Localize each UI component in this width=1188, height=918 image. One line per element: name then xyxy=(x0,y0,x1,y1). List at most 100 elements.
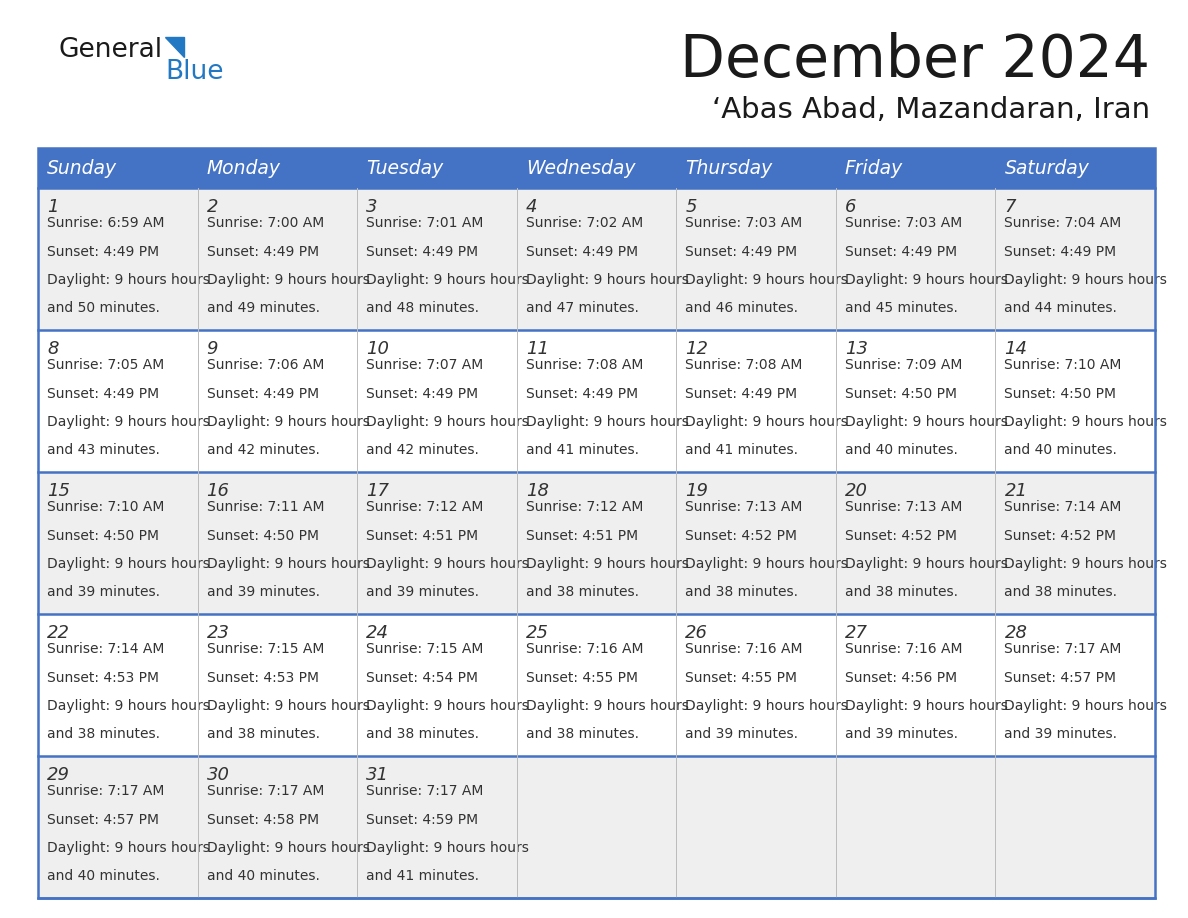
Bar xyxy=(38,188,197,330)
Bar xyxy=(517,614,676,756)
Text: Sunrise: 7:13 AM: Sunrise: 7:13 AM xyxy=(685,500,803,514)
Text: Wednesday: Wednesday xyxy=(526,159,636,177)
Text: and 39 minutes.: and 39 minutes. xyxy=(207,586,320,599)
Text: Sunset: 4:49 PM: Sunset: 4:49 PM xyxy=(48,244,159,259)
Text: Sunrise: 7:11 AM: Sunrise: 7:11 AM xyxy=(207,500,324,514)
Bar xyxy=(38,148,197,188)
Text: 18: 18 xyxy=(526,482,549,500)
Text: Thursday: Thursday xyxy=(685,159,772,177)
Text: Daylight: 9 hours hours: Daylight: 9 hours hours xyxy=(48,557,210,571)
Text: Sunset: 4:49 PM: Sunset: 4:49 PM xyxy=(48,386,159,400)
Text: 12: 12 xyxy=(685,340,708,358)
Text: and 41 minutes.: and 41 minutes. xyxy=(685,443,798,457)
Text: 11: 11 xyxy=(526,340,549,358)
Bar xyxy=(38,148,1155,898)
Text: Sunset: 4:59 PM: Sunset: 4:59 PM xyxy=(366,812,479,826)
Polygon shape xyxy=(165,37,184,57)
Text: Sunset: 4:55 PM: Sunset: 4:55 PM xyxy=(685,670,797,685)
Text: 26: 26 xyxy=(685,624,708,642)
Text: Sunset: 4:49 PM: Sunset: 4:49 PM xyxy=(366,386,479,400)
Text: and 44 minutes.: and 44 minutes. xyxy=(1004,301,1117,316)
Text: Sunrise: 7:17 AM: Sunrise: 7:17 AM xyxy=(207,784,324,798)
Text: and 39 minutes.: and 39 minutes. xyxy=(685,727,798,742)
Text: General: General xyxy=(58,37,162,63)
Text: Sunset: 4:52 PM: Sunset: 4:52 PM xyxy=(685,529,797,543)
Text: Daylight: 9 hours hours: Daylight: 9 hours hours xyxy=(845,415,1007,429)
Text: and 38 minutes.: and 38 minutes. xyxy=(48,727,160,742)
Bar xyxy=(358,330,517,472)
Text: and 46 minutes.: and 46 minutes. xyxy=(685,301,798,316)
Bar xyxy=(38,472,197,614)
Bar xyxy=(996,188,1155,330)
Bar xyxy=(358,472,517,614)
Text: and 49 minutes.: and 49 minutes. xyxy=(207,301,320,316)
Text: Daylight: 9 hours hours: Daylight: 9 hours hours xyxy=(1004,557,1168,571)
Text: 28: 28 xyxy=(1004,624,1028,642)
Text: Sunset: 4:49 PM: Sunset: 4:49 PM xyxy=(685,244,797,259)
Text: and 39 minutes.: and 39 minutes. xyxy=(366,586,479,599)
Text: Sunset: 4:49 PM: Sunset: 4:49 PM xyxy=(526,244,638,259)
Text: Daylight: 9 hours hours: Daylight: 9 hours hours xyxy=(207,415,369,429)
Text: and 41 minutes.: and 41 minutes. xyxy=(366,869,479,883)
Text: Sunset: 4:51 PM: Sunset: 4:51 PM xyxy=(366,529,479,543)
Text: Sunrise: 7:16 AM: Sunrise: 7:16 AM xyxy=(845,642,962,656)
Text: and 48 minutes.: and 48 minutes. xyxy=(366,301,479,316)
Text: Sunrise: 7:07 AM: Sunrise: 7:07 AM xyxy=(366,358,484,372)
Text: and 39 minutes.: and 39 minutes. xyxy=(1004,727,1118,742)
Text: Sunset: 4:49 PM: Sunset: 4:49 PM xyxy=(1004,244,1117,259)
Bar xyxy=(517,330,676,472)
Bar xyxy=(197,614,358,756)
Bar xyxy=(197,148,358,188)
Text: Sunrise: 7:05 AM: Sunrise: 7:05 AM xyxy=(48,358,164,372)
Text: and 40 minutes.: and 40 minutes. xyxy=(207,869,320,883)
Text: 25: 25 xyxy=(526,624,549,642)
Text: 14: 14 xyxy=(1004,340,1028,358)
Text: Sunrise: 7:17 AM: Sunrise: 7:17 AM xyxy=(1004,642,1121,656)
Text: Daylight: 9 hours hours: Daylight: 9 hours hours xyxy=(366,273,529,287)
Text: 27: 27 xyxy=(845,624,868,642)
Text: Sunset: 4:50 PM: Sunset: 4:50 PM xyxy=(48,529,159,543)
Text: Sunset: 4:58 PM: Sunset: 4:58 PM xyxy=(207,812,318,826)
Text: 31: 31 xyxy=(366,766,390,784)
Bar xyxy=(517,756,676,898)
Text: Sunset: 4:57 PM: Sunset: 4:57 PM xyxy=(48,812,159,826)
Text: Sunset: 4:49 PM: Sunset: 4:49 PM xyxy=(526,386,638,400)
Text: Sunrise: 7:14 AM: Sunrise: 7:14 AM xyxy=(1004,500,1121,514)
Bar xyxy=(358,188,517,330)
Text: 30: 30 xyxy=(207,766,229,784)
Text: Daylight: 9 hours hours: Daylight: 9 hours hours xyxy=(845,557,1007,571)
Bar xyxy=(358,756,517,898)
Text: and 38 minutes.: and 38 minutes. xyxy=(526,727,639,742)
Text: Daylight: 9 hours hours: Daylight: 9 hours hours xyxy=(1004,699,1168,713)
Bar xyxy=(676,756,836,898)
Bar xyxy=(996,614,1155,756)
Bar xyxy=(836,472,996,614)
Text: Sunrise: 7:16 AM: Sunrise: 7:16 AM xyxy=(526,642,643,656)
Text: 1: 1 xyxy=(48,198,58,216)
Text: December 2024: December 2024 xyxy=(680,31,1150,88)
Text: and 40 minutes.: and 40 minutes. xyxy=(845,443,958,457)
Text: and 39 minutes.: and 39 minutes. xyxy=(48,586,160,599)
Text: 22: 22 xyxy=(48,624,70,642)
Text: Sunrise: 7:12 AM: Sunrise: 7:12 AM xyxy=(526,500,643,514)
Text: Sunset: 4:50 PM: Sunset: 4:50 PM xyxy=(845,386,956,400)
Text: Sunrise: 7:15 AM: Sunrise: 7:15 AM xyxy=(366,642,484,656)
Bar xyxy=(517,472,676,614)
Text: Daylight: 9 hours hours: Daylight: 9 hours hours xyxy=(48,415,210,429)
Text: Sunset: 4:50 PM: Sunset: 4:50 PM xyxy=(207,529,318,543)
Text: Sunrise: 7:06 AM: Sunrise: 7:06 AM xyxy=(207,358,324,372)
Text: Daylight: 9 hours hours: Daylight: 9 hours hours xyxy=(207,841,369,855)
Text: 2: 2 xyxy=(207,198,219,216)
Text: and 38 minutes.: and 38 minutes. xyxy=(845,586,958,599)
Text: Tuesday: Tuesday xyxy=(366,159,443,177)
Bar xyxy=(38,330,197,472)
Bar xyxy=(836,330,996,472)
Text: Daylight: 9 hours hours: Daylight: 9 hours hours xyxy=(1004,415,1168,429)
Bar xyxy=(197,330,358,472)
Text: Sunset: 4:53 PM: Sunset: 4:53 PM xyxy=(207,670,318,685)
Text: Daylight: 9 hours hours: Daylight: 9 hours hours xyxy=(207,699,369,713)
Text: Sunrise: 7:13 AM: Sunrise: 7:13 AM xyxy=(845,500,962,514)
Text: and 47 minutes.: and 47 minutes. xyxy=(526,301,639,316)
Bar xyxy=(358,614,517,756)
Text: 20: 20 xyxy=(845,482,868,500)
